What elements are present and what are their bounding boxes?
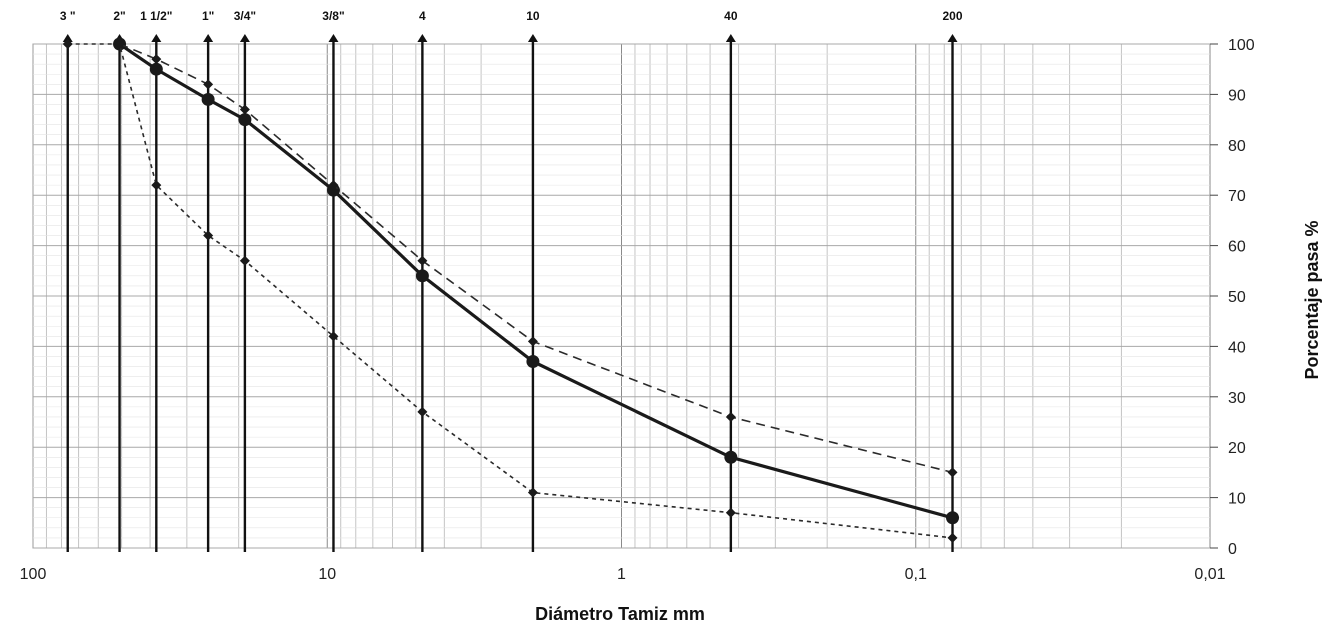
y-tick-label: 80 [1228, 138, 1246, 155]
y-tick-label: 70 [1228, 188, 1246, 205]
sieve-label: 200 [942, 9, 962, 23]
data-point [201, 92, 215, 106]
data-point [151, 180, 162, 191]
data-point [328, 180, 339, 191]
sieve-arrow [328, 34, 339, 42]
sieve-label: 2" [113, 9, 125, 23]
sieve-lines: 3 " 2" 1 1/2" 1" 3/4" 3/8" 4 10 40 200 [60, 9, 963, 552]
data-point [946, 511, 960, 525]
data-point [415, 269, 429, 283]
data-point [239, 104, 250, 115]
data-point [151, 54, 162, 65]
sieve-label: 4 [419, 9, 426, 23]
series-layer [62, 37, 960, 543]
y-tick-label: 0 [1228, 541, 1237, 558]
y-tick-label: 100 [1228, 37, 1255, 54]
sieve-arrow [527, 34, 538, 42]
x-tick-label: 10 [318, 566, 336, 583]
y-tick-label: 40 [1228, 339, 1246, 356]
data-point [62, 39, 73, 49]
y-tick-label: 10 [1228, 491, 1246, 508]
x-tick-label: 0,1 [905, 566, 927, 583]
grid [32, 43, 1211, 549]
sieve-label: 1 1/2" [140, 9, 172, 23]
sieve-label: 10 [526, 9, 540, 23]
y-tick-label: 50 [1228, 289, 1246, 306]
sieve-label: 40 [724, 9, 738, 23]
sieve-arrow [725, 34, 736, 42]
data-point [417, 255, 428, 266]
x-tick-label: 100 [20, 566, 47, 583]
series-line-dotted [67, 43, 953, 539]
sieve-label: 3/4" [234, 9, 256, 23]
data-point [526, 355, 540, 369]
data-point [203, 230, 214, 241]
data-point [239, 255, 250, 266]
data-point [203, 79, 214, 90]
x-axis-ticks: 100 10 1 0,1 0,01 [20, 566, 1226, 583]
y-tick-label: 90 [1228, 87, 1246, 104]
sieve-label: 3/8" [322, 9, 344, 23]
data-point [238, 113, 252, 127]
sieve-label: 1" [202, 9, 214, 23]
data-point [527, 487, 538, 498]
y-axis-ticks: 0 10 20 30 40 50 60 70 80 90 100 [1210, 37, 1255, 558]
sieve-arrow [239, 34, 250, 42]
data-point [947, 467, 958, 478]
y-axis-title: Porcentaje pasa % [1302, 220, 1322, 379]
sieve-arrow [947, 34, 958, 42]
sieve-arrow [417, 34, 428, 42]
x-tick-label: 1 [617, 566, 626, 583]
data-point [725, 507, 736, 518]
y-tick-label: 60 [1228, 239, 1246, 256]
sieve-arrow [62, 34, 73, 42]
data-point [417, 406, 428, 417]
sieve-arrow [151, 34, 162, 42]
y-tick-label: 20 [1228, 440, 1246, 457]
data-point [114, 39, 125, 49]
x-axis-title: Diámetro Tamiz mm [535, 604, 705, 624]
data-point [724, 450, 738, 464]
y-tick-label: 30 [1228, 390, 1246, 407]
data-point [149, 62, 163, 76]
data-point [328, 331, 339, 342]
data-point [947, 532, 958, 543]
sieve-arrow [203, 34, 214, 42]
data-point [725, 411, 736, 422]
x-tick-label: 0,01 [1194, 566, 1225, 583]
sieve-label: 3 " [60, 9, 76, 23]
data-point [527, 336, 538, 347]
